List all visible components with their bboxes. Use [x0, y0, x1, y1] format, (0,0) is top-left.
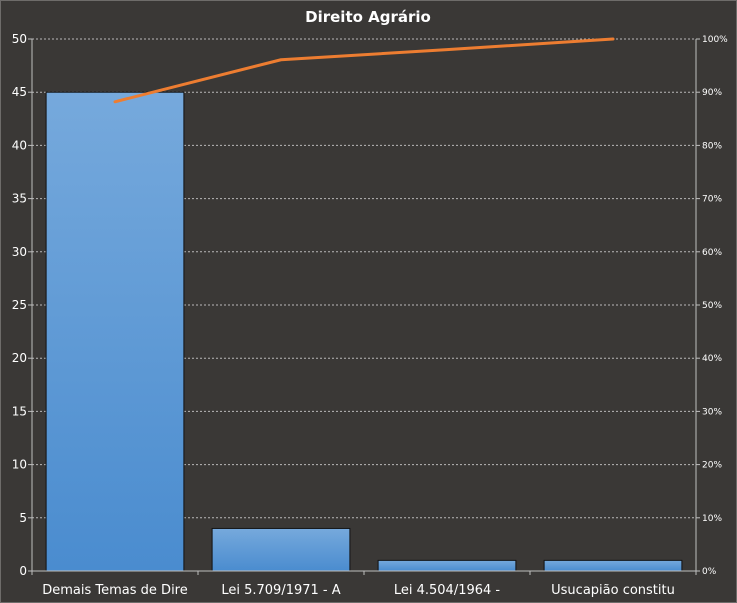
- chart-title: Direito Agrário: [305, 8, 431, 26]
- y2-tick-label: 20%: [702, 461, 722, 471]
- x-tick-label: Demais Temas de Dire: [42, 583, 187, 598]
- y2-tick-label: 90%: [702, 88, 722, 98]
- y2-tick-label: 60%: [702, 248, 722, 258]
- y-tick-label: 35: [12, 192, 27, 206]
- y2-tick-label: 30%: [702, 407, 722, 417]
- cumulative-line: [113, 37, 615, 104]
- y-tick-label: 15: [12, 404, 27, 418]
- y-tick-label: 30: [12, 245, 27, 259]
- bar: [45, 91, 185, 572]
- y-tick-label: 45: [12, 85, 27, 99]
- y2-tick-label: 80%: [702, 141, 722, 151]
- x-tick-label: Lei 4.504/1964 -: [394, 583, 501, 598]
- y-tick-label: 50: [12, 32, 27, 46]
- y-tick-label: 40: [12, 138, 27, 152]
- y-tick-label: 10: [12, 458, 27, 472]
- axes: 0 5 10 15 20 25 30 35 40 45 50 0% 10% 20% 30% 40% 50% 60%…: [12, 32, 728, 598]
- bar: [543, 559, 683, 572]
- y-tick-label: 5: [19, 511, 27, 525]
- y2-tick-label: 0%: [702, 567, 717, 577]
- y2-tick-label: 50%: [702, 301, 722, 311]
- x-tick-label: Lei 5.709/1971 - A: [221, 583, 340, 598]
- bars: [45, 91, 683, 572]
- bar: [211, 527, 351, 572]
- gridlines: [32, 38, 696, 519]
- bar: [377, 559, 517, 572]
- y2-tick-label: 10%: [702, 514, 722, 524]
- y2-tick-label: 100%: [702, 35, 728, 45]
- x-tick-label: Usucapião constitu: [551, 583, 675, 598]
- cumulative-line-path: [113, 37, 615, 104]
- y-tick-label: 0: [19, 564, 27, 578]
- y2-tick-label: 70%: [702, 195, 722, 205]
- y-tick-label: 25: [12, 298, 27, 312]
- y2-tick-label: 40%: [702, 354, 722, 364]
- y-tick-label: 20: [12, 351, 27, 365]
